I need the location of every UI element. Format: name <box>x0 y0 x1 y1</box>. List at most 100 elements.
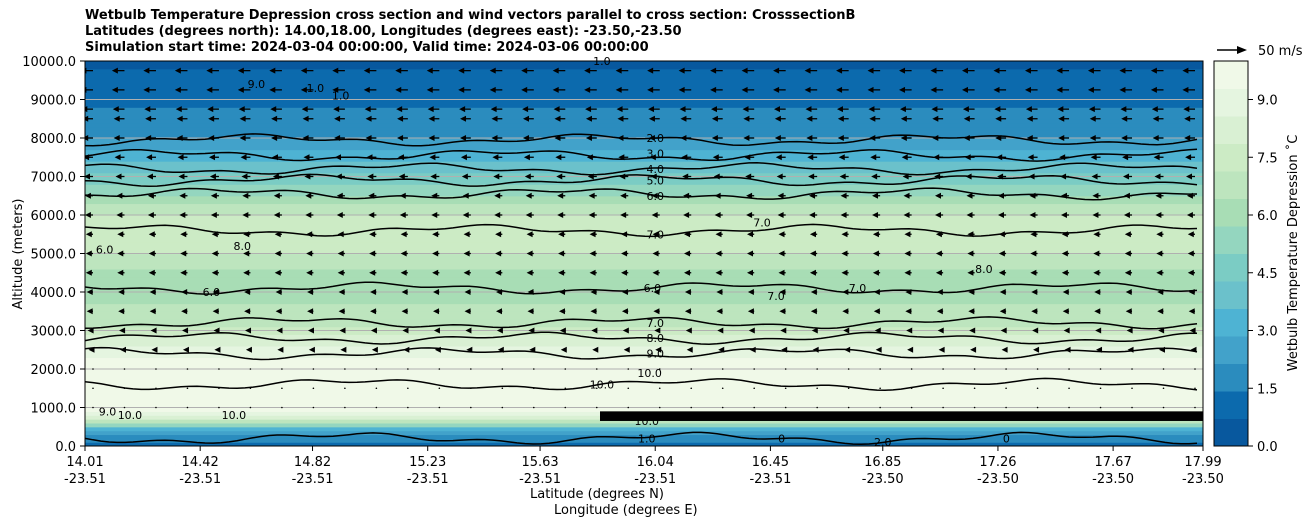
quiver-key-arrowhead-icon <box>1237 46 1247 54</box>
wind-vector-head <box>402 327 409 334</box>
contour-label: 7.0 <box>646 228 664 241</box>
wind-vector-head <box>842 308 849 315</box>
wind-vector-head <box>619 173 626 180</box>
wind-vector-head <box>113 135 120 141</box>
wind-vector-head <box>495 231 502 238</box>
wind-vector-head <box>428 135 435 141</box>
contour-fill-band <box>85 168 1203 174</box>
x-tick-label-latitude: 16.04 <box>637 455 674 470</box>
wind-vector-dot <box>973 406 976 409</box>
wind-vector-dot <box>595 368 598 370</box>
wind-vector-head <box>747 308 754 315</box>
wind-vector-head <box>363 86 370 93</box>
contour-line <box>85 281 1198 295</box>
contour-label: 9.0 <box>99 405 117 418</box>
wind-vector-head <box>716 289 723 295</box>
wind-vector-head <box>873 308 880 315</box>
wind-vector-head <box>1154 173 1161 180</box>
wind-vector-head <box>1093 231 1100 238</box>
wind-vector-head <box>904 231 911 238</box>
wind-vector-head <box>526 250 533 257</box>
contour-line <box>85 133 1198 147</box>
contour-fill-band <box>85 434 1203 439</box>
wind-vector-head <box>806 135 813 141</box>
wind-vector-dot <box>784 387 787 390</box>
wind-vector-head <box>85 154 90 161</box>
wind-vector-head <box>872 212 879 218</box>
wind-vector-head <box>214 346 221 353</box>
wind-vector-head <box>653 308 660 315</box>
wind-vector-head <box>461 173 468 180</box>
wind-vector-dot <box>1099 368 1102 370</box>
wind-vector-head <box>901 154 908 161</box>
wind-vector-head <box>622 327 629 334</box>
wind-vector-head <box>967 231 974 238</box>
y-tick-label: 0.0 <box>55 440 76 455</box>
wind-vector-head <box>269 86 276 93</box>
wind-vector-head <box>838 154 845 161</box>
wind-vector-head <box>212 308 219 315</box>
wind-vector-head <box>145 115 152 122</box>
wind-vector-head <box>211 250 218 257</box>
contour-label: 7.0 <box>849 282 867 295</box>
contour-label: 8.0 <box>646 332 664 345</box>
contour-fill-band <box>85 403 1203 409</box>
wind-vector-head <box>809 269 816 276</box>
wind-vector-head <box>1123 173 1130 180</box>
wind-vector-head <box>428 115 435 122</box>
x-tick-label-latitude: 16.45 <box>752 455 789 470</box>
wind-vector-head <box>868 106 875 113</box>
wind-vector-head <box>211 231 218 238</box>
wind-vector-head <box>711 115 718 122</box>
wind-vector-head <box>554 135 561 141</box>
wind-vector-head <box>778 269 785 276</box>
x-tick-label-longitude: -23.51 <box>407 472 449 487</box>
wind-vector-head <box>1057 106 1064 113</box>
wind-vector-head <box>1188 289 1195 295</box>
wind-vector-head <box>463 250 470 257</box>
wind-vector-head <box>743 135 750 141</box>
wind-vector-head <box>1187 231 1194 238</box>
wind-vector-head <box>1153 154 1160 161</box>
contour-fill-band <box>85 399 1203 405</box>
wind-vector-head <box>907 346 914 353</box>
wind-vector-head <box>111 67 118 74</box>
wind-vector-head <box>307 308 314 315</box>
wind-vector-head <box>808 173 815 180</box>
wind-vector-dot <box>1162 387 1165 390</box>
contour-fill-band <box>85 215 1203 220</box>
wind-vector-head <box>678 86 685 93</box>
wind-vector-head <box>841 269 848 276</box>
wind-vector-dot <box>155 368 157 370</box>
wind-vector-head <box>744 154 751 161</box>
wind-vector-head <box>147 212 154 218</box>
wind-vector-head <box>397 135 404 141</box>
wind-vector-head <box>1000 327 1007 334</box>
wind-vector-head <box>433 289 440 295</box>
wind-vector-head <box>810 308 817 315</box>
contour-fill-band <box>85 72 1203 77</box>
y-tick-label: 4000.0 <box>31 286 77 301</box>
wind-vector-head <box>332 86 339 93</box>
wind-vector-head <box>968 289 975 295</box>
wind-vector-head <box>844 346 851 353</box>
contour-fill-band <box>85 345 1203 351</box>
contour-fill-band <box>85 392 1203 397</box>
contour-fill-band <box>85 284 1203 289</box>
wind-vector-head <box>397 115 404 122</box>
wind-vector-head <box>934 173 941 180</box>
wind-vector-head <box>209 154 216 161</box>
wind-vector-head <box>273 212 280 218</box>
y-axis-label: Altitude (meters) <box>11 199 26 310</box>
wind-vector-head <box>336 212 343 218</box>
wind-vector-head <box>682 173 689 180</box>
wind-vector-head <box>1056 86 1063 93</box>
wind-vector-dot <box>564 406 567 409</box>
contour-label: 10.0 <box>222 409 247 422</box>
wind-vector-head <box>558 269 565 276</box>
wind-vector-head <box>181 289 188 295</box>
wind-vector-head <box>269 67 276 74</box>
wind-vector-head <box>775 154 782 161</box>
contour-fill-band <box>85 380 1203 385</box>
